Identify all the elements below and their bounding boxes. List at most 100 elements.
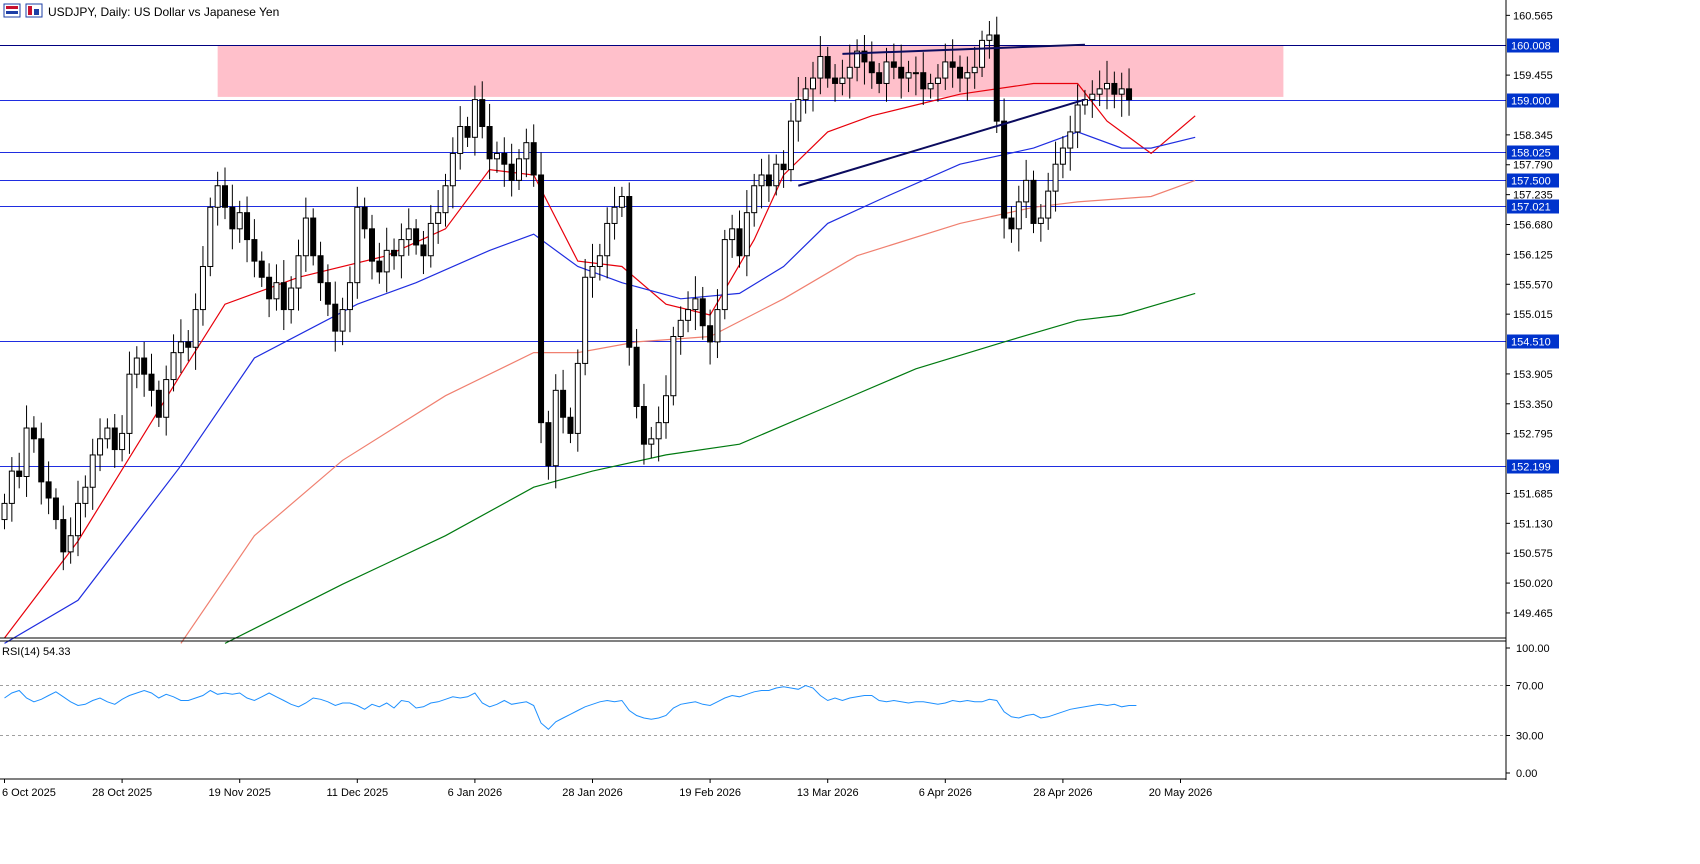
bull-candle-body bbox=[516, 158, 522, 181]
candle bbox=[185, 330, 192, 362]
time-tick-label: 6 Apr 2026 bbox=[919, 787, 972, 799]
candle bbox=[758, 158, 765, 209]
candle bbox=[523, 128, 530, 178]
bear-candle-body bbox=[560, 389, 567, 418]
candle bbox=[222, 167, 228, 220]
bear-candle-body bbox=[633, 346, 640, 407]
price-tick-label: 156.125 bbox=[1513, 249, 1553, 261]
time-tick-label: 28 Jan 2026 bbox=[562, 787, 623, 799]
candle bbox=[538, 152, 545, 444]
candle bbox=[266, 263, 273, 318]
candle bbox=[295, 239, 302, 311]
candle bbox=[810, 61, 816, 112]
candle bbox=[780, 150, 787, 188]
candle bbox=[317, 241, 324, 301]
candle bbox=[170, 334, 177, 392]
bull-candle-body bbox=[787, 120, 794, 171]
bear-candle-body bbox=[310, 217, 317, 257]
bull-candle-body bbox=[23, 427, 30, 477]
bull-candle-body bbox=[82, 486, 89, 504]
time-tick-label: 6 Oct 2025 bbox=[2, 787, 56, 799]
bear-candle-body bbox=[111, 427, 118, 451]
candle bbox=[442, 173, 449, 227]
bull-candle-body bbox=[648, 438, 655, 445]
bear-candle-body bbox=[60, 519, 67, 553]
candle bbox=[258, 251, 265, 287]
bull-candle-body bbox=[1052, 163, 1059, 192]
candle bbox=[971, 46, 978, 89]
candle bbox=[251, 219, 258, 278]
candle bbox=[802, 76, 809, 114]
candle bbox=[229, 184, 236, 250]
candle bbox=[552, 374, 559, 489]
bull-candle-body bbox=[986, 34, 993, 41]
time-tick-label: 6 Jan 2026 bbox=[448, 787, 502, 799]
bull-candle-body bbox=[523, 142, 530, 160]
candle bbox=[192, 293, 199, 370]
candle bbox=[876, 62, 883, 94]
bear-candle-body bbox=[244, 212, 251, 241]
candle bbox=[567, 407, 574, 444]
time-tick-label: 28 Oct 2025 bbox=[92, 787, 152, 799]
candle bbox=[1104, 60, 1110, 110]
bull-candle-body bbox=[655, 422, 662, 440]
bull-candle-body bbox=[8, 470, 15, 504]
bull-candle-body bbox=[207, 206, 214, 268]
candle bbox=[1126, 68, 1133, 116]
candle bbox=[707, 309, 714, 365]
candle bbox=[383, 227, 390, 293]
candle bbox=[413, 219, 420, 255]
candle bbox=[611, 186, 618, 240]
bear-candle-body bbox=[1111, 82, 1118, 95]
candle bbox=[817, 36, 824, 95]
bear-candle-body bbox=[993, 34, 1000, 122]
bull-candle-body bbox=[435, 212, 442, 224]
bull-candle-body bbox=[751, 185, 758, 214]
level-label: 157.021 bbox=[1511, 202, 1551, 214]
candle bbox=[148, 353, 155, 407]
bull-candle-body bbox=[427, 222, 434, 257]
candle bbox=[993, 16, 1000, 133]
bear-candle-body bbox=[1030, 179, 1037, 224]
bear-candle-body bbox=[266, 276, 273, 300]
level-label-bg bbox=[1507, 145, 1559, 160]
bull-candle-body bbox=[714, 309, 721, 343]
bear-candle-body bbox=[1001, 120, 1008, 219]
bar-chart-icon[interactable] bbox=[25, 3, 43, 18]
time-tick-label: 28 Apr 2026 bbox=[1033, 787, 1092, 799]
candle bbox=[898, 44, 905, 99]
trendline[interactable] bbox=[798, 98, 1086, 187]
trendlines-layer[interactable] bbox=[798, 43, 1086, 187]
bear-candle-body bbox=[16, 470, 23, 477]
candle bbox=[604, 207, 611, 279]
bull-candle-body bbox=[295, 255, 302, 289]
trendline[interactable] bbox=[842, 43, 1085, 55]
bull-candle-body bbox=[729, 228, 736, 241]
time-axis-ticks: 6 Oct 2025 28 Oct 2025 19 Nov 2025 11 Dec 2… bbox=[2, 779, 1212, 799]
price-axis-ticks: 160.565 159.455 158.345 157.790 157.235 156.6… bbox=[1506, 10, 1553, 620]
rsi-tick-label: 100.00 bbox=[1516, 643, 1550, 655]
candle bbox=[199, 246, 206, 326]
bull-candle-body bbox=[398, 239, 405, 257]
candle bbox=[721, 229, 728, 320]
candle bbox=[618, 186, 625, 217]
candle bbox=[912, 56, 919, 96]
candle bbox=[1052, 141, 1059, 212]
candle bbox=[486, 103, 493, 180]
bull-candle-body bbox=[302, 217, 309, 257]
bull-candle-body bbox=[493, 152, 500, 160]
level-label: 159.000 bbox=[1511, 96, 1551, 108]
bull-candle-body bbox=[802, 88, 809, 101]
candle bbox=[501, 137, 508, 187]
level-price-labels: 160.008 159.000 158.025 157.500 157.021 154.5… bbox=[1507, 38, 1559, 474]
candle bbox=[736, 210, 743, 268]
bear-candle-body bbox=[155, 389, 162, 418]
chart-type-icon[interactable] bbox=[3, 3, 21, 18]
bull-candle-body bbox=[817, 56, 824, 79]
bull-candle-body bbox=[912, 72, 919, 75]
candle bbox=[1008, 206, 1015, 243]
candle bbox=[361, 197, 368, 239]
level-label-bg bbox=[1507, 334, 1559, 349]
bear-candle-body bbox=[317, 255, 324, 284]
